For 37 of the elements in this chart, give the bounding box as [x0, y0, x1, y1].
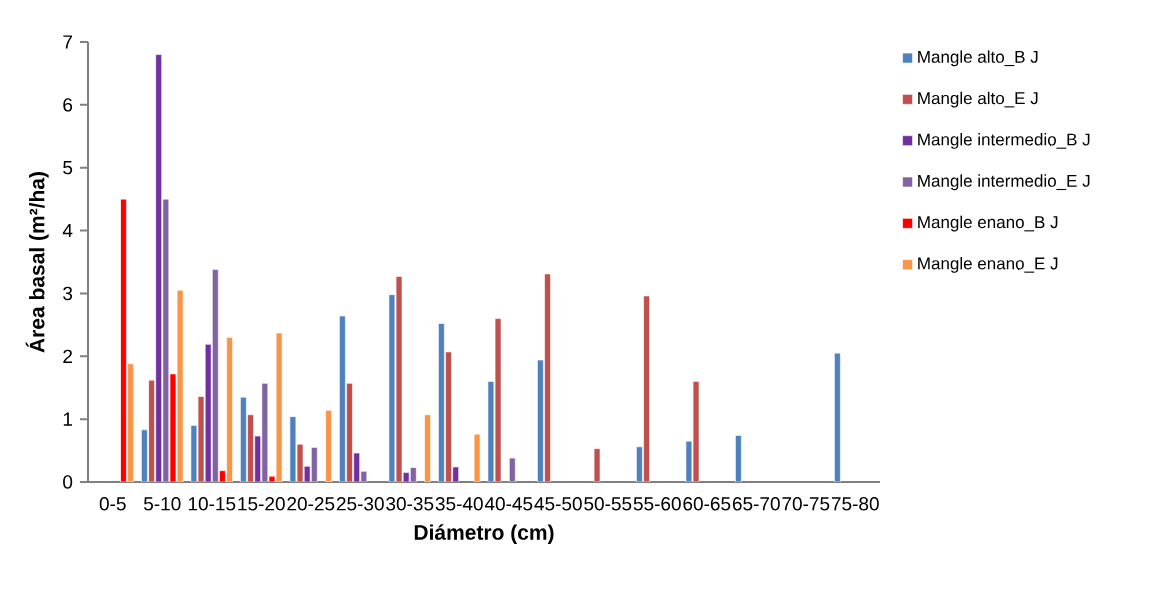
bar [325, 410, 332, 482]
bar [834, 352, 841, 482]
legend-label: Mangle intermedio_E J [918, 174, 1090, 191]
x-tick-label: 10-15 [188, 497, 236, 511]
x-tick-label: 55-60 [633, 497, 681, 511]
legend-label: Mangle enano_E J [918, 256, 1058, 273]
x-axis-title: Diámetro (cm) [414, 524, 554, 545]
y-tick-label: 7 [63, 35, 72, 49]
legend-label: Mangle intermedio_B J [918, 133, 1090, 149]
y-tick-label: 6 [63, 98, 73, 112]
bar [473, 433, 481, 482]
x-tick-label: 5-10 [143, 497, 181, 511]
x-tick-label: 65-70 [732, 497, 780, 511]
y-tick-label: 1 [63, 412, 72, 426]
x-tick-label: 60-65 [683, 497, 731, 511]
y-tick-label: 4 [62, 224, 73, 238]
legend-label: Mangle alto_B J [918, 50, 1038, 67]
x-tick-label: 25-30 [336, 497, 384, 511]
y-tick-label: 2 [63, 349, 72, 363]
x-tick-label: 15-20 [238, 497, 285, 511]
x-tick-label: 75-80 [831, 497, 879, 511]
legend-label: Mangle enano_B J [918, 215, 1058, 232]
x-tick-label: 70-75 [782, 497, 830, 511]
legend-label: Mangle alto_E J [918, 91, 1038, 108]
x-tick-label: 50-55 [584, 497, 632, 511]
y-tick-label: 0 [63, 475, 73, 489]
x-tick-label: 0-5 [99, 497, 126, 511]
x-tick-label: 35-40 [435, 497, 483, 511]
y-tick-label: 3 [63, 286, 73, 301]
x-tick-label: 45-50 [534, 497, 582, 511]
y-axis-title: Área basal (m²/ha) [25, 172, 49, 353]
x-tick-label: 40-45 [484, 497, 533, 511]
bar [424, 414, 431, 482]
x-tick-label: 20-25 [287, 497, 335, 511]
y-tick-label: 5 [63, 161, 73, 175]
x-tick-label: 30-35 [386, 497, 434, 511]
bar [735, 435, 742, 482]
